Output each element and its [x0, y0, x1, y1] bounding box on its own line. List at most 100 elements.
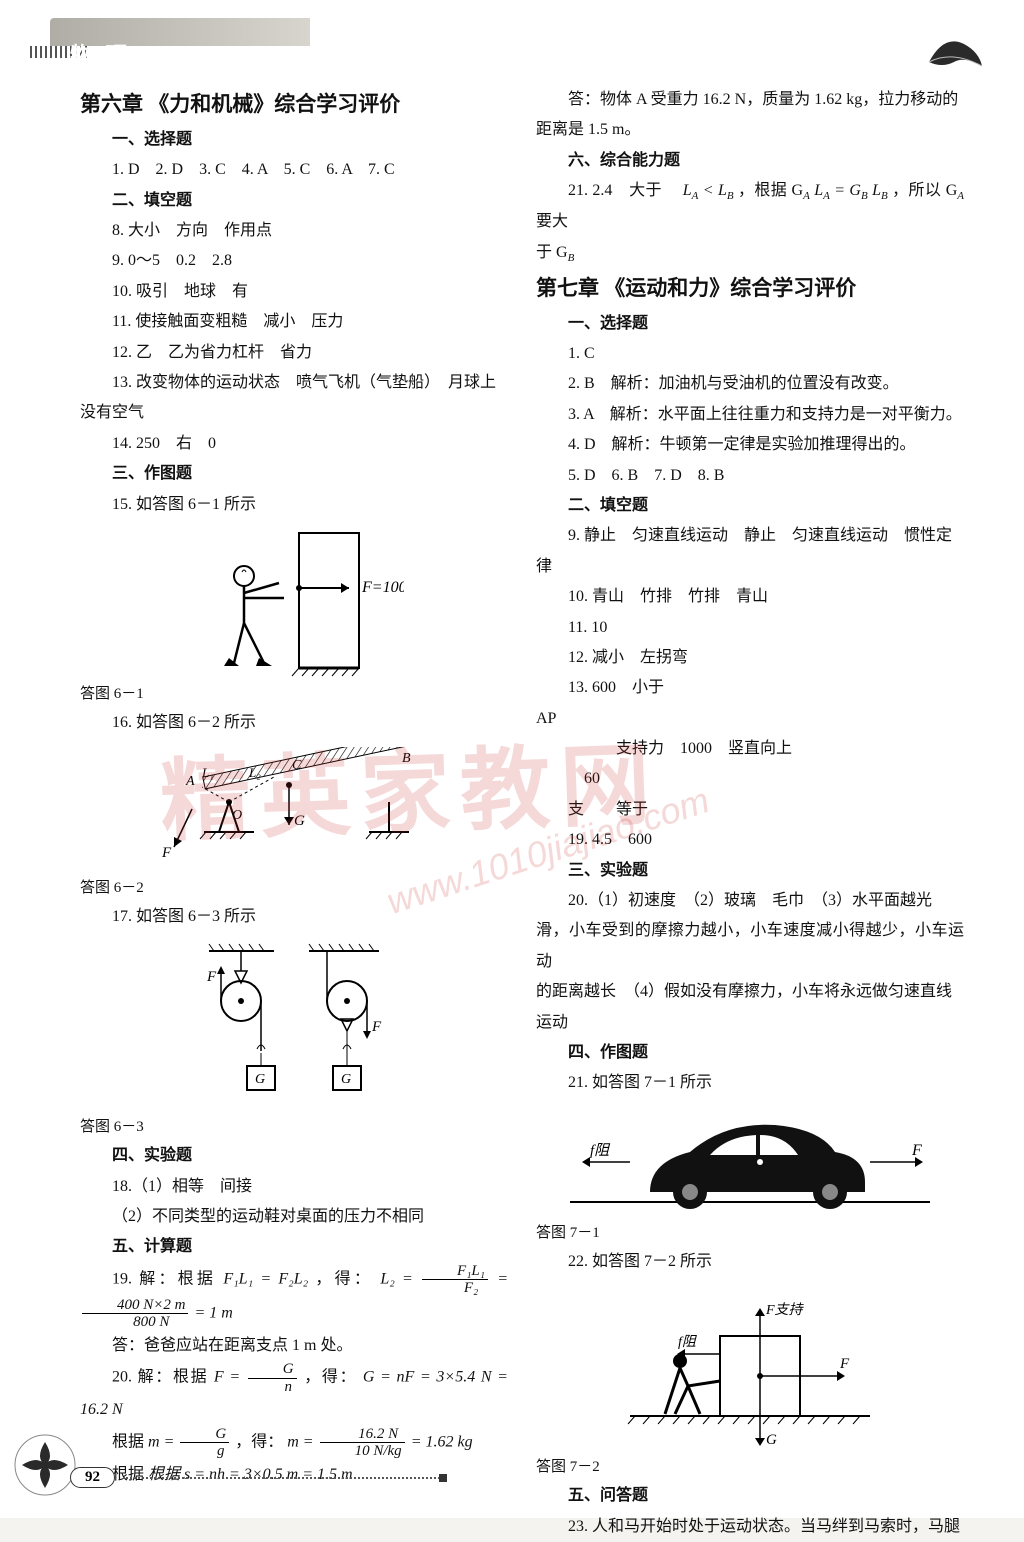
fig71-fr: F	[911, 1142, 922, 1159]
r21f: = G	[834, 182, 861, 199]
r21js: B	[568, 252, 575, 264]
leaf-icon	[924, 32, 984, 68]
fig62-F: F	[161, 845, 172, 861]
rr16: 60	[536, 764, 964, 794]
rr20a: 20.（1）初速度 （2）玻璃 毛巾 （3）水平面越光	[536, 886, 964, 916]
l20b-f1n: G	[180, 1426, 229, 1444]
r21h: ，所以 G	[892, 182, 957, 199]
fig62-L2: L₂	[248, 765, 261, 780]
rr9b: 律	[536, 552, 964, 582]
rr18: 19. 4.5 600	[536, 825, 964, 855]
rr1: 1. C	[536, 339, 964, 369]
l12: 12. 乙 乙为省力杠杆 省力	[80, 338, 508, 368]
r-sec5: 五、问答题	[536, 1481, 964, 1511]
l20-fn: G	[248, 1361, 297, 1379]
rr20c: 的距离越长 （4）假如没有摩擦力，小车将永远做匀速直线	[536, 977, 964, 1007]
fig-6-2-svg: A B C O F G L₁ L₂	[144, 747, 444, 872]
fig61-label: F=100 N	[361, 579, 404, 596]
rr13: 13. 600 小于	[536, 673, 964, 703]
l20b-pre: 根据	[112, 1433, 148, 1450]
fig-7-1-svg: f阻 F	[560, 1107, 940, 1217]
r21d: ，根据 G	[738, 182, 803, 199]
sec-1-title: 一、选择题	[80, 125, 508, 155]
page-number: 92	[70, 1467, 115, 1488]
r-sec3: 三、实验题	[536, 856, 964, 886]
l13a: 13. 改变物体的运动状态 喷气飞机（气垫船） 月球上	[80, 368, 508, 398]
rr21: 21. 如答图 7－1 所示	[536, 1068, 964, 1098]
fig62-G: G	[294, 813, 305, 829]
rr23: 23. 人和马开始时处于运动状态。当马绊到马索时，马腿	[536, 1512, 964, 1542]
l19-f1d: F₂	[422, 1280, 488, 1297]
fig63-caption: 答图 6－3	[80, 1113, 508, 1142]
l9: 9. 0～5 0.2 2.8	[80, 246, 508, 276]
fig-6-1-svg: F=100 N	[184, 528, 404, 678]
fig63-G1: G	[255, 1072, 265, 1087]
fig62-C: C	[292, 758, 302, 773]
l8: 8. 大小 方向 作用点	[80, 216, 508, 246]
dot-line	[123, 1477, 443, 1479]
l20b-f2d: 10 N/kg	[320, 1443, 405, 1460]
l14: 14. 250 右 0	[80, 429, 508, 459]
r21hs: A	[957, 190, 964, 202]
r21i: 要大	[536, 213, 568, 230]
rr22: 22. 如答图 7－2 所示	[536, 1247, 964, 1277]
fig61-caption: 答图 6－1	[80, 680, 508, 709]
content-columns: 第六章 《力和机械》综合学习评价 一、选择题 1. D 2. D 3. C 4.…	[80, 85, 964, 1425]
l19-f2d: 800 N	[82, 1314, 188, 1331]
sub-brand: 八年级下册（配粤教沪科版）	[155, 44, 311, 61]
rr14: AP	[536, 704, 964, 734]
fig62-O: O	[232, 808, 242, 823]
header-bar: 物 理 八年级下册（配粤教沪科版）	[0, 18, 1024, 48]
r21a: 21. 2.4 大于	[568, 182, 678, 199]
rr20b: 滑，小车受到的摩擦力越小，小车速度减小得越少，小车运动	[536, 916, 964, 977]
l19-ans: 答：爸爸应站在距离支点 1 m 处。	[80, 1331, 508, 1361]
l19-pre: 19. 解：根据	[112, 1270, 223, 1287]
fig62-L1: L₁	[201, 765, 214, 780]
page: 物 理 八年级下册（配粤教沪科版） 精英家教网 www.1010jiajiao.…	[0, 0, 1024, 1518]
rr2: 2. B 解析：加油机与受油机的位置没有改变。	[536, 369, 964, 399]
l20-F: F =	[214, 1369, 246, 1386]
fig-6-1: F=100 N	[80, 528, 508, 678]
fig63-F1: F	[206, 969, 217, 985]
r21b: L	[683, 182, 692, 199]
fig71-fl: f阻	[590, 1142, 611, 1159]
rr15: 支持力 1000 竖直向上	[536, 734, 964, 764]
l18a: 18.（1）相等 间接	[80, 1172, 508, 1202]
q1-7: 1. D 2. D 3. C 4. A 5. C 6. A 7. C	[80, 155, 508, 185]
l11: 11. 使接触面变粗糙 减小 压力	[80, 307, 508, 337]
fig72-right: F	[839, 1356, 850, 1372]
l20b-mid: ，得：	[235, 1433, 283, 1450]
brand-text: 物 理	[70, 38, 132, 70]
l20: 20. 解：根据 F = Gn ，得： G = nF = 3×5.4 N = 1…	[80, 1361, 508, 1425]
l20-pre: 20. 解：根据	[112, 1369, 214, 1386]
fig63-F2: F	[371, 1019, 382, 1035]
fig-7-2-svg: F支持 G F f阻	[620, 1286, 880, 1451]
r21e: L	[814, 182, 823, 199]
l18b: （2）不同类型的运动鞋对桌面的压力不相同	[80, 1202, 508, 1232]
l20b-m2: m =	[287, 1433, 317, 1450]
l15: 15. 如答图 6－1 所示	[80, 490, 508, 520]
l19: 19. 解：根据 F₁L₁ = F₂L₂ ，得： L₂ = F₁L₁F₂ = 4…	[80, 1263, 508, 1331]
r21: 21. 2.4 大于 LA < LB ，根据 GA LA = GB LB ，所以…	[536, 176, 964, 237]
fig71-caption: 答图 7－1	[536, 1219, 964, 1248]
l10: 10. 吸引 地球 有	[80, 277, 508, 307]
rr3: 3. A 解析：水平面上往往重力和支持力是一对平衡力。	[536, 400, 964, 430]
l20b-res: = 1.62 kg	[411, 1433, 473, 1450]
r21gs: B	[881, 190, 888, 202]
l19-f2n: 400 N×2 m	[82, 1297, 188, 1315]
fig-6-2: A B C O F G L₁ L₂	[80, 747, 508, 872]
sec-2-title: 二、填空题	[80, 186, 508, 216]
l19-eq1: F₁L₁ = F₂L₂	[223, 1270, 308, 1287]
l20-mid: ，得：	[304, 1369, 357, 1386]
fig62-caption: 答图 6－2	[80, 874, 508, 903]
sec-4-title: 四、实验题	[80, 1141, 508, 1171]
r21j-t: 于 G	[536, 244, 568, 261]
l19-L2: L₂ =	[380, 1270, 420, 1287]
sec-5-title: 五、计算题	[80, 1232, 508, 1262]
fig-7-2: F支持 G F f阻	[536, 1286, 964, 1451]
r21c: < L	[703, 182, 727, 199]
fig-6-3-svg: F G F	[179, 941, 409, 1111]
sec-6-title: 六、综合能力题	[536, 146, 964, 176]
rr17: 支 等于	[536, 795, 964, 825]
fig62-B: B	[402, 751, 411, 766]
